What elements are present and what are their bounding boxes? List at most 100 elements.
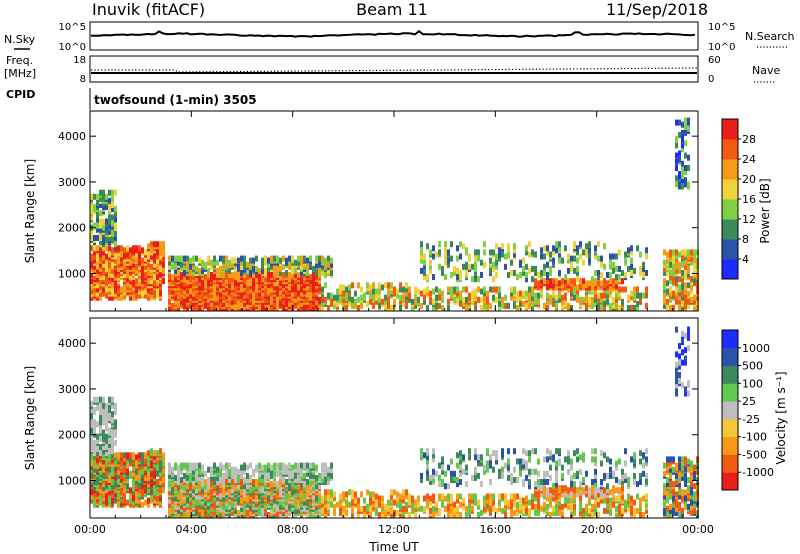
scatter-cell (534, 468, 537, 475)
scatter-cell (570, 503, 573, 510)
scatter-cell (237, 468, 240, 475)
scatter-cell (510, 259, 513, 266)
scatter-cell (669, 286, 672, 293)
scatter-cell (105, 204, 108, 211)
scatter-cell (129, 491, 132, 498)
scatter-cell (609, 466, 612, 473)
scatter-cell (285, 270, 288, 276)
scatter-cell (678, 171, 681, 178)
scatter-cell (372, 294, 375, 301)
scatter-cell (429, 263, 432, 270)
scatter-cell (99, 448, 102, 455)
scatter-cell (111, 411, 114, 418)
scatter-cell (540, 485, 543, 492)
scatter-cell (333, 302, 336, 309)
scatter-cell (426, 493, 429, 500)
scatter-cell (576, 276, 579, 283)
scatter-cell (519, 294, 522, 301)
scatter-cell (309, 487, 312, 494)
scatter-cell (93, 419, 96, 426)
scatter-cell (390, 288, 393, 295)
scatter-cell (489, 479, 492, 485)
scatter-cell (546, 503, 549, 510)
scatter-cell (540, 505, 543, 512)
scatter-cell (90, 284, 93, 291)
scatter-cell (327, 489, 330, 496)
scatter-cell (687, 272, 690, 278)
scatter-cell (621, 298, 624, 305)
scatter-cell (180, 491, 183, 498)
scatter-cell (594, 270, 597, 276)
scatter-cell (516, 296, 519, 303)
scatter-cell (447, 493, 450, 500)
nsearch-tick-bottom: 10^0 (708, 42, 735, 53)
scatter-cell (132, 278, 135, 285)
scatter-cell (585, 296, 588, 303)
scatter-cell (600, 292, 603, 299)
scatter-cell (135, 286, 138, 293)
scatter-cell (546, 470, 549, 477)
scatter-cell (201, 477, 204, 483)
scatter-cell (396, 501, 399, 508)
scatter-cell (147, 253, 150, 260)
scatter-cell (399, 512, 402, 518)
scatter-cell (108, 189, 111, 196)
scatter-cell (177, 512, 180, 518)
scatter-cell (576, 265, 579, 272)
scatter-cell (375, 298, 378, 305)
scatter-cell (309, 479, 312, 485)
scatter-cell (414, 512, 417, 518)
scatter-cell (684, 152, 687, 159)
scatter-cell (459, 274, 462, 281)
scatter-cell (150, 485, 153, 492)
scatter-cell (594, 491, 597, 498)
scatter-cell (243, 276, 246, 283)
scatter-cell (429, 249, 432, 256)
scatter-cell (483, 290, 486, 297)
scatter-cell (198, 276, 201, 283)
scatter-cell (546, 456, 549, 463)
scatter-cell (207, 255, 210, 262)
scatter-cell (678, 261, 681, 268)
scatter-cell (273, 265, 276, 272)
scatter-cell (549, 298, 552, 305)
scatter-cell (111, 479, 114, 485)
scatter-cell (99, 202, 102, 208)
scatter-cell (186, 462, 189, 469)
scatter-cell (609, 257, 612, 264)
scatter-cell (537, 458, 540, 465)
scatter-cell (312, 462, 315, 469)
scatter-cell (582, 507, 585, 514)
scatter-cell (474, 448, 477, 455)
scatter-cell (102, 237, 105, 243)
scatter-cell (339, 493, 342, 500)
scatter-cell (207, 466, 210, 473)
scatter-cell (261, 512, 264, 518)
scatter-cell (579, 495, 582, 502)
scatter-cell (90, 400, 93, 407)
scatter-cell (693, 257, 696, 264)
scatter-cell (333, 491, 336, 498)
scatter-cell (666, 280, 669, 287)
scatter-cell (672, 290, 675, 297)
scatter-cell (147, 472, 150, 479)
scatter-cell (189, 472, 192, 479)
scatter-cell (129, 470, 132, 477)
scatter-cell (171, 255, 174, 262)
scatter-cell (399, 493, 402, 500)
scatter-cell (114, 257, 117, 264)
scatter-cell (369, 499, 372, 506)
scatter-cell (564, 278, 567, 285)
scatter-cell (237, 509, 240, 516)
scatter-cell (537, 272, 540, 278)
scatter-cell (330, 501, 333, 508)
scatter-cell (447, 286, 450, 293)
scatter-cell (384, 512, 387, 518)
scatter-cell (330, 270, 333, 276)
scatter-cell (294, 259, 297, 266)
scatter-cell (135, 292, 138, 299)
scatter-cell (519, 458, 522, 465)
scatter-cell (567, 487, 570, 494)
scatter-cell (585, 243, 588, 250)
scatter-cell (417, 501, 420, 508)
